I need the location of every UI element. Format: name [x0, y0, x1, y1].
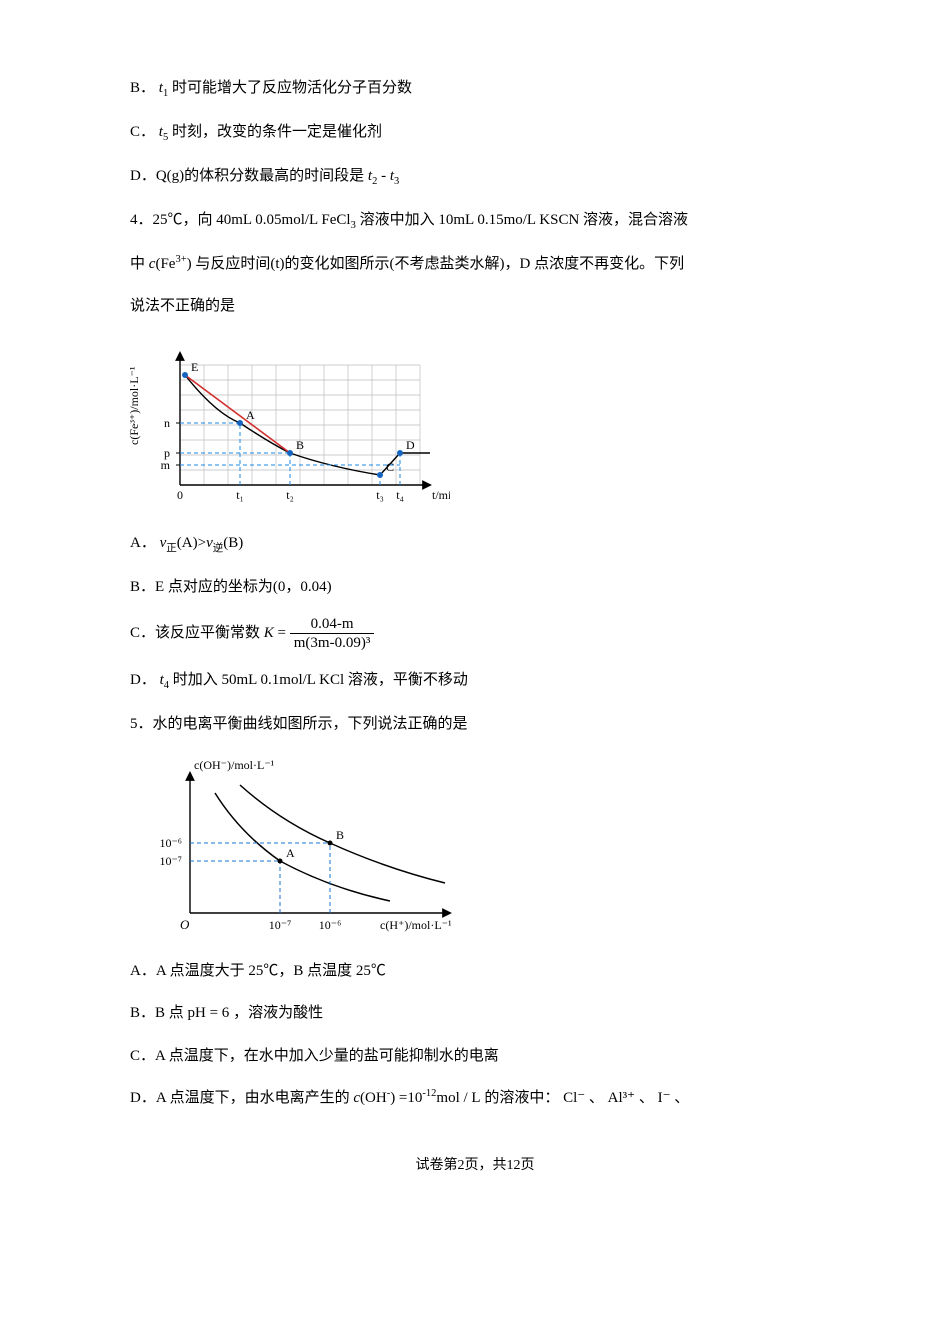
K: K: [264, 625, 274, 641]
q4-option-b: B．E 点对应的坐标为(0，0.04): [130, 573, 820, 602]
svg-text:t/min: t/min: [432, 488, 450, 502]
sub: 逆: [213, 543, 224, 554]
q4-option-c: C．该反应平衡常数 K = 0.04-m m(3m-0.09)³: [130, 615, 820, 652]
sup: 3+: [175, 254, 186, 265]
svg-text:C: C: [386, 460, 394, 474]
svg-text:10⁻⁷: 10⁻⁷: [269, 918, 292, 932]
ions: Cl⁻ 、 Al³⁺ 、 I⁻ 、: [563, 1090, 689, 1106]
q3-option-b: B． t1 时可能增大了反应物活化分子百分数: [130, 74, 820, 104]
text: 时加入 50mL 0.1mol/L KCl 溶液，平衡不移动: [173, 672, 468, 688]
svg-text:m: m: [161, 458, 171, 472]
svg-text:t₁: t₁: [236, 488, 244, 502]
label: B．: [130, 80, 155, 96]
label: D．A 点温度下，由水电离产生的: [130, 1090, 350, 1106]
page-total: 12: [507, 1158, 521, 1173]
q4-chart: mp n E A B CD 0 t₁ t₂ t₃ t₄ t/min c(Fe³⁺)/mol·L⁻¹: [130, 335, 450, 515]
text: 溶液中加入 10mL 0.15mo/L KSCN 溶液，混合溶液: [360, 212, 688, 228]
svg-text:10⁻⁶: 10⁻⁶: [159, 836, 182, 850]
q4-option-d: D． t4 时加入 50mL 0.1mol/L KCl 溶液，平衡不移动: [130, 666, 820, 696]
svg-text:O: O: [180, 917, 190, 932]
svg-text:10⁻⁶: 10⁻⁶: [319, 918, 342, 932]
q4-stem-line2: 中 c(Fe3+) 与反应时间(t)的变化如图所示(不考虑盐类水解)，D 点浓度…: [130, 250, 820, 279]
q4-stem-line3: 说法不正确的是: [130, 292, 820, 321]
tail: (B): [223, 535, 243, 551]
q5-option-b: B．B 点 pH = 6 ，溶液为酸性: [130, 999, 820, 1028]
text: 页: [521, 1158, 535, 1173]
q4-option-a: A． v正(A)>v逆(B): [130, 529, 820, 559]
mid: (A)>: [177, 535, 206, 551]
svg-text:t₃: t₃: [376, 488, 384, 502]
eq: =: [278, 625, 286, 641]
svg-text:B: B: [296, 438, 304, 452]
svg-text:E: E: [191, 360, 198, 374]
dash: -: [381, 168, 390, 184]
c: c: [353, 1090, 360, 1106]
text: 4．25℃，向 40mL 0.05mol/L: [130, 212, 321, 228]
svg-text:n: n: [164, 416, 170, 430]
svg-text:t₄: t₄: [396, 488, 404, 502]
svg-text:D: D: [406, 438, 415, 452]
text: 中: [130, 256, 145, 272]
unit: mol / L: [436, 1090, 480, 1106]
q5-stem: 5．水的电离平衡曲线如图所示，下列说法正确的是: [130, 710, 820, 739]
svg-text:10⁻⁷: 10⁻⁷: [159, 854, 182, 868]
text: 时刻，改变的条件一定是催化剂: [172, 124, 382, 140]
sub: 3: [351, 220, 356, 231]
text: 页，共: [465, 1158, 507, 1173]
text: ，溶液为酸性: [233, 1005, 323, 1021]
denominator: m(3m-0.09)³: [290, 634, 375, 652]
sub: 5: [163, 132, 168, 143]
exp: -12: [422, 1088, 436, 1099]
label: C．: [130, 124, 155, 140]
sub: 正: [166, 543, 177, 554]
sub: 2: [372, 176, 377, 187]
q5-option-d: D．A 点温度下，由水电离产生的 c(OH-) =10-12mol / L 的溶…: [130, 1084, 820, 1113]
svg-text:A: A: [286, 846, 295, 860]
fe: Fe: [160, 256, 175, 272]
svg-text:p: p: [164, 446, 170, 460]
svg-text:0: 0: [177, 488, 183, 502]
svg-text:A: A: [246, 408, 255, 422]
text: 试卷第: [416, 1158, 458, 1173]
q5-option-a: A．A 点温度大于 25℃，B 点温度 25℃: [130, 957, 820, 986]
label: D．Q(g)的体积分数最高的时间段是: [130, 168, 364, 184]
q3-option-c: C． t5 时刻，改变的条件一定是催化剂: [130, 118, 820, 148]
text: ) =10: [390, 1090, 422, 1106]
v: v: [206, 535, 213, 551]
fecl: FeCl: [321, 212, 350, 228]
label: D．: [130, 672, 156, 688]
sub: 1: [163, 88, 168, 99]
sub: 3: [394, 176, 399, 187]
svg-text:B: B: [336, 828, 344, 842]
svg-text:t₂: t₂: [286, 488, 294, 502]
text: 的溶液中：: [484, 1090, 559, 1106]
paren: ): [187, 256, 192, 272]
ph: pH = 6: [188, 1005, 230, 1021]
oh: OH: [365, 1090, 387, 1106]
q5-chart: A B 10⁻⁶ 10⁻⁷ 10⁻⁷ 10⁻⁶ Oc(OH⁻)/mol·L⁻¹ c(H⁺)/m…: [130, 753, 470, 943]
label: C．该反应平衡常数: [130, 625, 260, 641]
q3-option-d: D．Q(g)的体积分数最高的时间段是 t2 - t3: [130, 162, 820, 192]
svg-text:c(OH⁻)/mol·L⁻¹: c(OH⁻)/mol·L⁻¹: [194, 758, 275, 772]
svg-text:c(H⁺)/mol·L⁻¹: c(H⁺)/mol·L⁻¹: [380, 918, 452, 932]
label: A．: [130, 535, 156, 551]
fraction: 0.04-m m(3m-0.09)³: [290, 615, 375, 652]
page-footer: 试卷第2页，共12页: [130, 1153, 820, 1180]
label: B．B 点: [130, 1005, 184, 1021]
q5-option-c: C．A 点温度下，在水中加入少量的盐可能抑制水的电离: [130, 1042, 820, 1071]
numerator: 0.04-m: [290, 615, 375, 634]
text: 时可能增大了反应物活化分子百分数: [172, 80, 412, 96]
page-current: 2: [458, 1158, 465, 1173]
sub: 4: [164, 680, 169, 691]
svg-text:c(Fe³⁺)/mol·L⁻¹: c(Fe³⁺)/mol·L⁻¹: [130, 366, 141, 445]
text: 与反应时间(t)的变化如图所示(不考虑盐类水解)，D 点浓度不再变化。下列: [195, 256, 684, 272]
q4-stem-line1: 4．25℃，向 40mL 0.05mol/L FeCl3 溶液中加入 10mL …: [130, 206, 820, 236]
